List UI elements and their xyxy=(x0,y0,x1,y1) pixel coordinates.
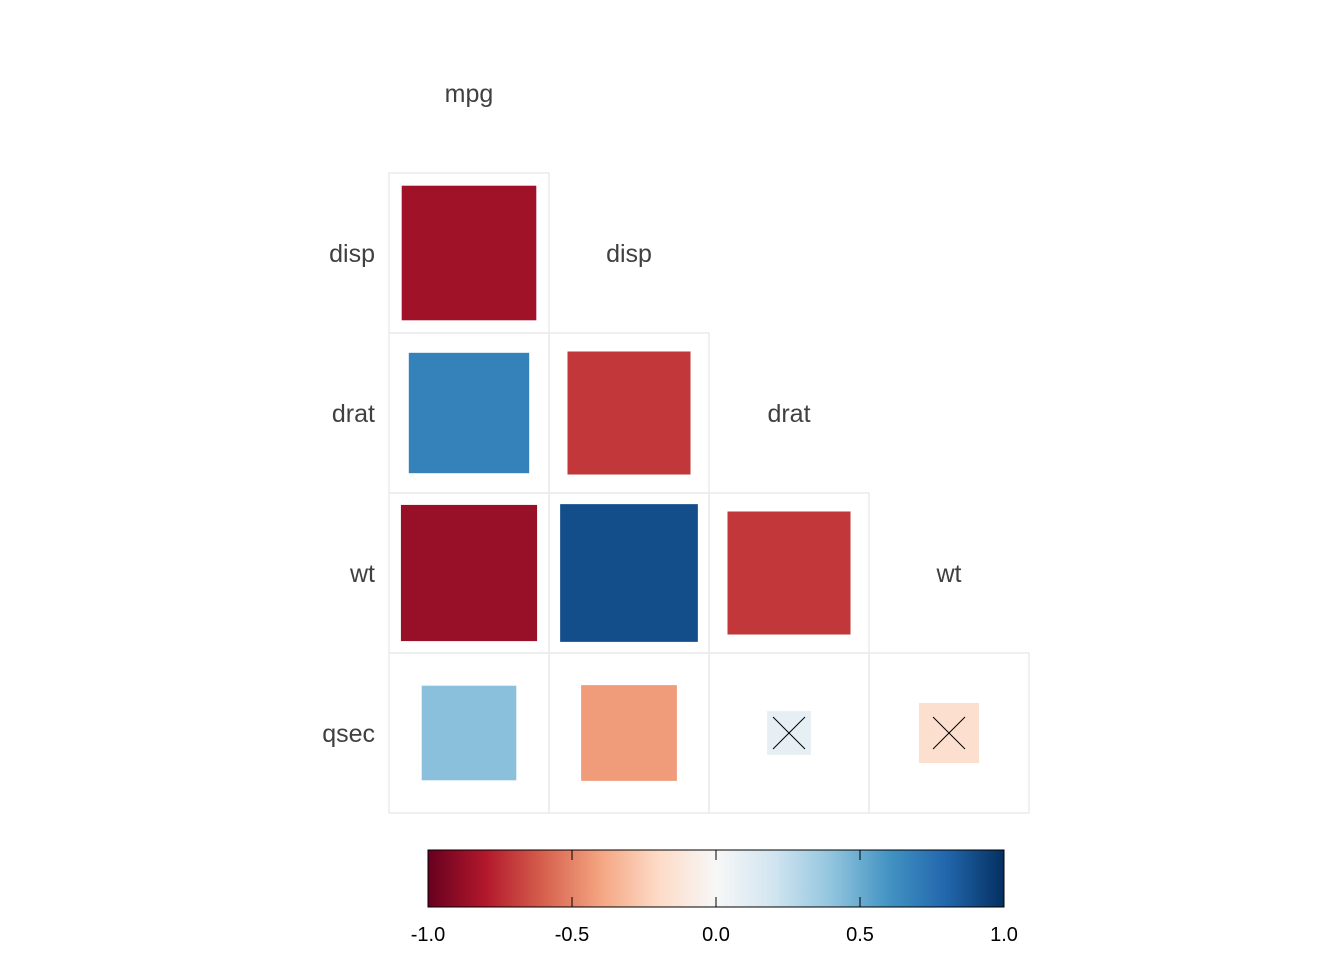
corr-square-wt-mpg xyxy=(400,504,538,642)
colorbar-tick-label-1: -0.5 xyxy=(555,924,589,946)
correlation-glyphs xyxy=(400,185,980,781)
colorbar-tick-label-2: 0.0 xyxy=(702,924,730,946)
row-label-qsec: qsec xyxy=(322,720,375,748)
diagonal-label-wt: wt xyxy=(936,560,962,588)
insignificant-cross-icon-qsec-drat xyxy=(772,716,806,750)
corr-square-disp-mpg xyxy=(401,185,537,321)
corr-square-qsec-disp xyxy=(581,685,677,781)
colorbar-tick-label-4: 1.0 xyxy=(990,924,1018,946)
variable-labels: disp drat wt qsec mpg disp drat wt xyxy=(322,80,961,748)
grid xyxy=(388,172,1030,814)
grid-cell-qsec-wt xyxy=(868,652,1030,814)
diagonal-label-disp: disp xyxy=(606,240,652,268)
diagonal-label-mpg: mpg xyxy=(445,80,494,108)
corr-square-wt-drat xyxy=(727,511,851,635)
colorbar-tick-label-0: -1.0 xyxy=(411,924,445,946)
corr-square-wt-disp xyxy=(560,504,698,642)
colorbar-tick-label-3: 0.5 xyxy=(846,924,874,946)
corr-square-drat-mpg xyxy=(408,352,530,474)
row-label-disp: disp xyxy=(329,240,375,268)
diagonal-label-drat: drat xyxy=(767,400,810,428)
corr-square-qsec-mpg xyxy=(421,685,517,781)
row-label-wt: wt xyxy=(349,560,375,588)
corr-square-drat-disp xyxy=(567,351,691,475)
insignificant-cross-icon-qsec-wt xyxy=(932,716,966,750)
colorbar: -1.0 -0.5 0.0 0.5 1.0 xyxy=(411,849,1018,946)
row-label-drat: drat xyxy=(332,400,375,428)
